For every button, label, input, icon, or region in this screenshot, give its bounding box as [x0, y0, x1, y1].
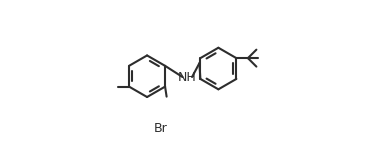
- Text: NH: NH: [178, 71, 196, 83]
- Text: Br: Br: [154, 122, 168, 135]
